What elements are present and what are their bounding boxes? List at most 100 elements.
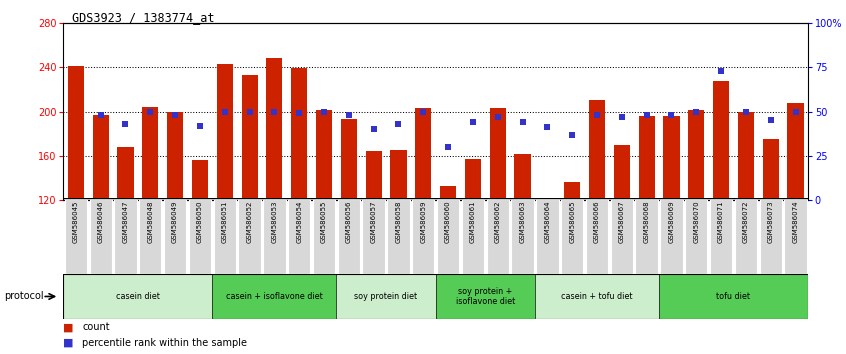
Text: GSM586066: GSM586066 (594, 200, 600, 243)
Text: GSM586059: GSM586059 (420, 200, 426, 243)
Bar (788, 103, 804, 200)
FancyBboxPatch shape (710, 199, 733, 274)
Text: GSM586047: GSM586047 (123, 200, 129, 243)
Bar (341, 119, 357, 200)
Text: GDS3923 / 1383774_at: GDS3923 / 1383774_at (72, 11, 214, 24)
Bar (217, 64, 233, 200)
Bar (564, 182, 580, 200)
Bar (539, 198, 556, 200)
Bar (464, 159, 481, 200)
FancyBboxPatch shape (561, 199, 584, 274)
Bar (390, 150, 407, 200)
Text: casein diet: casein diet (116, 292, 160, 301)
Text: soy protein +
isoflavone diet: soy protein + isoflavone diet (456, 287, 515, 306)
Bar (241, 75, 258, 200)
Text: GSM586071: GSM586071 (718, 200, 724, 243)
FancyBboxPatch shape (535, 274, 659, 319)
Bar (713, 80, 729, 200)
Text: GSM586063: GSM586063 (519, 200, 525, 243)
Text: GSM586057: GSM586057 (371, 200, 376, 243)
FancyBboxPatch shape (239, 199, 261, 274)
FancyBboxPatch shape (462, 199, 484, 274)
FancyBboxPatch shape (436, 274, 535, 319)
FancyBboxPatch shape (189, 199, 212, 274)
Text: GSM586064: GSM586064 (544, 200, 551, 243)
FancyBboxPatch shape (611, 199, 633, 274)
Bar (663, 116, 679, 200)
FancyBboxPatch shape (734, 199, 757, 274)
Bar (738, 112, 754, 200)
Text: GSM586045: GSM586045 (73, 200, 79, 243)
Bar (266, 58, 283, 200)
FancyBboxPatch shape (760, 199, 782, 274)
Bar (490, 108, 506, 200)
Bar (316, 110, 332, 200)
FancyBboxPatch shape (486, 199, 509, 274)
FancyBboxPatch shape (338, 199, 360, 274)
Text: GSM586069: GSM586069 (668, 200, 674, 243)
Text: GSM586052: GSM586052 (246, 200, 253, 243)
Bar (589, 101, 605, 200)
Text: GSM586046: GSM586046 (97, 200, 104, 243)
Bar (192, 160, 208, 200)
FancyBboxPatch shape (114, 199, 137, 274)
FancyBboxPatch shape (659, 274, 808, 319)
Text: GSM586065: GSM586065 (569, 200, 575, 243)
Bar (142, 107, 158, 200)
Text: GSM586058: GSM586058 (395, 200, 402, 243)
Text: ■: ■ (63, 338, 74, 348)
FancyBboxPatch shape (511, 199, 534, 274)
Text: GSM586049: GSM586049 (172, 200, 179, 243)
FancyBboxPatch shape (536, 199, 558, 274)
Text: count: count (82, 322, 110, 332)
Bar (68, 66, 84, 200)
Text: GSM586074: GSM586074 (793, 200, 799, 243)
Text: GSM586062: GSM586062 (495, 200, 501, 243)
FancyBboxPatch shape (63, 274, 212, 319)
Text: tofu diet: tofu diet (717, 292, 750, 301)
Text: GSM586068: GSM586068 (644, 200, 650, 243)
Text: GSM586050: GSM586050 (197, 200, 203, 243)
Text: GSM586053: GSM586053 (272, 200, 277, 243)
FancyBboxPatch shape (784, 199, 807, 274)
Text: GSM586054: GSM586054 (296, 200, 302, 243)
Text: percentile rank within the sample: percentile rank within the sample (82, 338, 247, 348)
Text: GSM586072: GSM586072 (743, 200, 749, 243)
Text: GSM586061: GSM586061 (470, 200, 476, 243)
FancyBboxPatch shape (90, 199, 112, 274)
Text: casein + isoflavone diet: casein + isoflavone diet (226, 292, 323, 301)
FancyBboxPatch shape (313, 199, 335, 274)
Text: GSM586056: GSM586056 (346, 200, 352, 243)
FancyBboxPatch shape (213, 199, 236, 274)
FancyBboxPatch shape (288, 199, 310, 274)
Bar (92, 115, 109, 200)
FancyBboxPatch shape (337, 274, 436, 319)
FancyBboxPatch shape (635, 199, 658, 274)
FancyBboxPatch shape (164, 199, 186, 274)
Text: casein + tofu diet: casein + tofu diet (561, 292, 633, 301)
Bar (440, 185, 456, 200)
Text: GSM586048: GSM586048 (147, 200, 153, 243)
Bar (167, 112, 184, 200)
Text: soy protein diet: soy protein diet (354, 292, 418, 301)
Text: protocol: protocol (4, 291, 44, 302)
FancyBboxPatch shape (437, 199, 459, 274)
Bar (118, 147, 134, 200)
FancyBboxPatch shape (660, 199, 683, 274)
Bar (514, 154, 530, 200)
FancyBboxPatch shape (139, 199, 162, 274)
FancyBboxPatch shape (64, 199, 87, 274)
Text: GSM586051: GSM586051 (222, 200, 228, 243)
Text: GSM586067: GSM586067 (618, 200, 625, 243)
Text: GSM586055: GSM586055 (321, 200, 327, 243)
Text: GSM586070: GSM586070 (693, 200, 700, 243)
FancyBboxPatch shape (362, 199, 385, 274)
Bar (365, 152, 382, 200)
Text: GSM586073: GSM586073 (767, 200, 774, 243)
Bar (291, 68, 307, 200)
Bar (415, 108, 431, 200)
Bar (688, 110, 705, 200)
FancyBboxPatch shape (387, 199, 409, 274)
FancyBboxPatch shape (685, 199, 707, 274)
FancyBboxPatch shape (585, 199, 608, 274)
